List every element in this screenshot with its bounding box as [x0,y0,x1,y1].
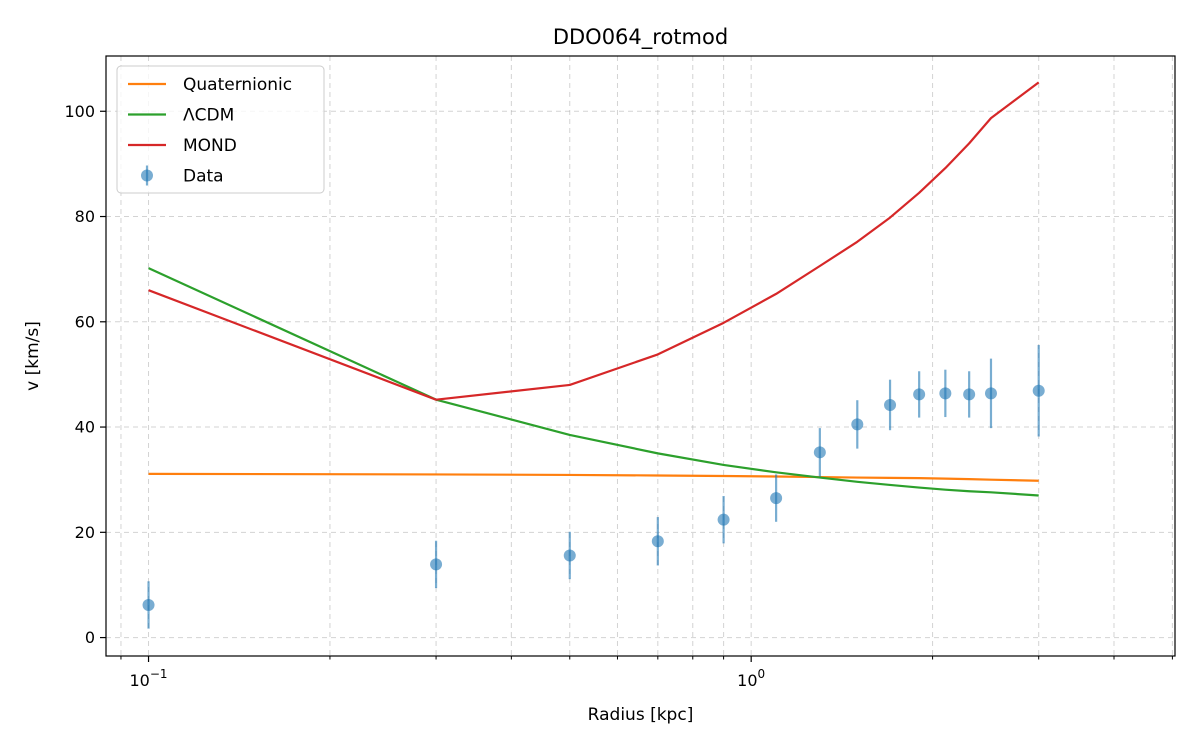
legend-box [116,65,325,194]
y-tick-label: 20 [75,523,95,542]
x-tick-label: 100 [737,667,765,690]
y-tick-label: 0 [85,628,95,647]
legend: Quaternionic ΛCDM MOND Data [116,65,325,194]
data-point [430,558,443,571]
data-point [717,513,730,526]
data-point [770,492,783,505]
y-tick-label: 80 [75,207,95,226]
series-line-quaternionic [148,472,1039,482]
y-tick-label: 100 [64,102,95,121]
x-tick-label: 10−1 [130,667,168,690]
data-point [913,388,926,401]
data-point [651,535,664,548]
legend-label: MOND [183,136,237,156]
series-layer [142,81,1045,629]
data-point [563,549,576,562]
legend-label: Data [183,167,224,187]
chart-title: DDO064_rotmod [553,25,728,50]
legend-label: ΛCDM [183,106,234,126]
data-point [851,418,864,431]
series-line-mond [148,81,1040,401]
data-point [984,387,997,400]
data-point [142,598,155,611]
tick-layer: 10−1 100 0 20 40 60 80 100 [64,102,1173,690]
y-tick-label: 40 [75,418,95,437]
data-point [963,388,976,401]
data-point [884,398,897,411]
plot-frame [105,55,1176,657]
data-point [939,387,952,400]
data-point [813,446,826,459]
legend-label: Quaternionic [183,75,292,95]
y-tick-label: 60 [75,312,95,331]
legend-swatch-marker [141,169,153,182]
series-line-cdm [148,267,1039,497]
y-axis-label: v [km/s] [23,321,43,391]
data-point [1032,384,1045,397]
x-axis-label: Radius [kpc] [588,705,694,725]
